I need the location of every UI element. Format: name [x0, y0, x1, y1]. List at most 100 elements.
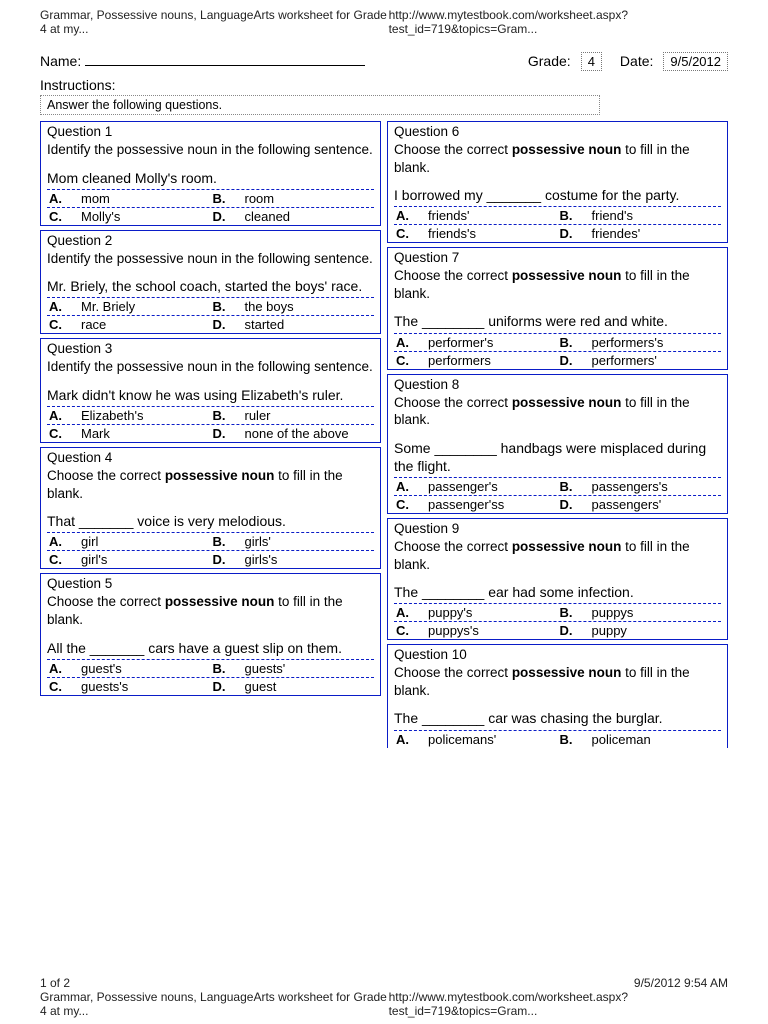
answer-option[interactable]: D.none of the above	[211, 426, 375, 441]
question-title: Question 9	[394, 521, 721, 536]
question-sentence: The ________ ear had some infection.	[394, 583, 721, 601]
answer-text: passenger'ss	[420, 497, 504, 512]
answer-letter: C.	[394, 497, 420, 512]
answer-option[interactable]: A.Mr. Briely	[47, 299, 211, 314]
answer-letter: B.	[211, 299, 237, 314]
answer-option[interactable]: D.started	[211, 317, 375, 332]
answer-option[interactable]: B.the boys	[211, 299, 375, 314]
answer-text: passenger's	[420, 479, 498, 494]
grade-value: 4	[581, 52, 602, 71]
answer-option[interactable]: C.performers	[394, 353, 558, 368]
answer-letter: A.	[394, 479, 420, 494]
answer-option[interactable]: A.Elizabeth's	[47, 408, 211, 423]
question-columns: Question 1Identify the possessive noun i…	[40, 121, 728, 748]
answer-letter: C.	[47, 209, 73, 224]
answer-option[interactable]: D.guest	[211, 679, 375, 694]
header-url: http://www.mytestbook.com/worksheet.aspx…	[389, 8, 728, 36]
answer-option[interactable]: B.room	[211, 191, 375, 206]
question-box: Question 10Choose the correct possessive…	[387, 644, 728, 747]
answer-letter: C.	[47, 426, 73, 441]
answer-option[interactable]: D.girls's	[211, 552, 375, 567]
answer-text: performers	[420, 353, 491, 368]
answer-row: A.Mr. BrielyB.the boys	[47, 297, 374, 315]
answer-option[interactable]: A.policemans'	[394, 732, 558, 747]
question-prompt: Choose the correct possessive noun to fi…	[394, 664, 721, 699]
question-sentence: Mark didn't know he was using Elizabeth'…	[47, 386, 374, 404]
answer-text: Mr. Briely	[73, 299, 135, 314]
footer-page-num: 1 of 2	[40, 976, 70, 990]
question-box: Question 8Choose the correct possessive …	[387, 374, 728, 514]
question-box: Question 3Identify the possessive noun i…	[40, 338, 381, 443]
answer-option[interactable]: A.girl	[47, 534, 211, 549]
answer-letter: D.	[211, 317, 237, 332]
answer-option[interactable]: A.guest's	[47, 661, 211, 676]
answer-letter: B.	[211, 661, 237, 676]
answer-text: Mark	[73, 426, 110, 441]
answer-option[interactable]: B.performers's	[558, 335, 722, 350]
answer-option[interactable]: C.passenger'ss	[394, 497, 558, 512]
question-title: Question 4	[47, 450, 374, 465]
answer-option[interactable]: D.cleaned	[211, 209, 375, 224]
answer-option[interactable]: B.friend's	[558, 208, 722, 223]
question-sentence: I borrowed my _______ costume for the pa…	[394, 186, 721, 204]
form-header: Name: Grade: 4 Date: 9/5/2012	[40, 52, 728, 71]
answer-option[interactable]: D.puppy	[558, 623, 722, 638]
answer-option[interactable]: C.girl's	[47, 552, 211, 567]
question-sentence: The ________ car was chasing the burglar…	[394, 709, 721, 727]
answer-option[interactable]: D.passengers'	[558, 497, 722, 512]
name-input-line[interactable]	[85, 52, 365, 66]
answer-text: Elizabeth's	[73, 408, 143, 423]
answer-option[interactable]: C.puppys's	[394, 623, 558, 638]
left-column: Question 1Identify the possessive noun i…	[40, 121, 381, 748]
grade-label: Grade:	[528, 53, 571, 69]
answer-text: passengers's	[584, 479, 668, 494]
question-title: Question 1	[47, 124, 374, 139]
answer-letter: C.	[394, 226, 420, 241]
answer-option[interactable]: B.puppys	[558, 605, 722, 620]
answer-text: policemans'	[420, 732, 496, 747]
answer-text: guests's	[73, 679, 128, 694]
answer-option[interactable]: B.policeman	[558, 732, 722, 747]
question-box: Question 6Choose the correct possessive …	[387, 121, 728, 243]
answer-option[interactable]: C.friends's	[394, 226, 558, 241]
answer-option[interactable]: B.girls'	[211, 534, 375, 549]
answer-letter: A.	[47, 299, 73, 314]
answer-option[interactable]: C.Molly's	[47, 209, 211, 224]
answer-letter: B.	[211, 191, 237, 206]
answer-row: C.passenger'ssD.passengers'	[394, 495, 721, 513]
answer-option[interactable]: A.passenger's	[394, 479, 558, 494]
answer-option[interactable]: A.performer's	[394, 335, 558, 350]
answer-text: race	[73, 317, 106, 332]
question-prompt: Choose the correct possessive noun to fi…	[394, 394, 721, 429]
answer-text: puppy	[584, 623, 627, 638]
answer-option[interactable]: C.guests's	[47, 679, 211, 694]
question-box: Question 4Choose the correct possessive …	[40, 447, 381, 569]
answer-option[interactable]: C.race	[47, 317, 211, 332]
question-box: Question 9Choose the correct possessive …	[387, 518, 728, 640]
answer-option[interactable]: D.performers'	[558, 353, 722, 368]
answer-text: puppys's	[420, 623, 479, 638]
answer-option[interactable]: A.puppy's	[394, 605, 558, 620]
answer-text: mom	[73, 191, 110, 206]
answer-row: A.momB.room	[47, 189, 374, 207]
browser-header: Grammar, Possessive nouns, LanguageArts …	[40, 8, 728, 42]
answer-option[interactable]: D.friendes'	[558, 226, 722, 241]
answer-option[interactable]: B.passengers's	[558, 479, 722, 494]
answer-letter: B.	[558, 732, 584, 747]
answer-option[interactable]: A.mom	[47, 191, 211, 206]
answer-option[interactable]: A.friends'	[394, 208, 558, 223]
date-value: 9/5/2012	[663, 52, 728, 71]
answer-letter: B.	[211, 534, 237, 549]
answer-row: C.Molly'sD.cleaned	[47, 207, 374, 225]
answer-option[interactable]: B.guests'	[211, 661, 375, 676]
answer-option[interactable]: B.ruler	[211, 408, 375, 423]
answer-row: A.puppy'sB.puppys	[394, 603, 721, 621]
answer-option[interactable]: C.Mark	[47, 426, 211, 441]
answer-text: girl's	[73, 552, 107, 567]
answer-letter: B.	[211, 408, 237, 423]
answer-text: performer's	[420, 335, 493, 350]
answer-row: A.guest'sB.guests'	[47, 659, 374, 677]
question-sentence: Some ________ handbags were misplaced du…	[394, 439, 721, 475]
answer-text: guest	[237, 679, 277, 694]
answer-letter: D.	[558, 226, 584, 241]
